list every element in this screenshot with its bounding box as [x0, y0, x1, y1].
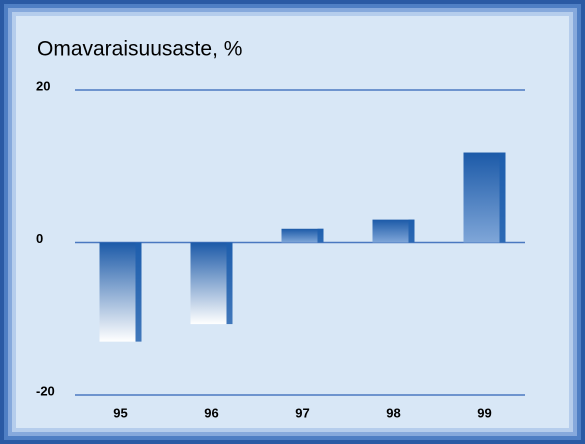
bar [281, 228, 324, 243]
bar [372, 219, 415, 243]
bar-face [463, 152, 506, 243]
bar [190, 242, 233, 325]
x-tick-label: 98 [386, 405, 400, 420]
bar-face [372, 219, 415, 243]
x-tick-label: 97 [295, 405, 309, 420]
bar-side [135, 242, 142, 342]
bar-side [226, 242, 233, 325]
bar-side [317, 228, 324, 243]
x-tick-label: 96 [204, 405, 218, 420]
bar-face [99, 242, 142, 342]
bar [463, 152, 506, 243]
chart-title: Omavaraisuusaste, % [37, 38, 242, 61]
y-tick-label: 0 [36, 231, 43, 246]
bar-face [281, 228, 324, 243]
bar-side [408, 219, 415, 243]
y-tick-label: -20 [36, 383, 55, 398]
bar-side [499, 152, 506, 243]
x-tick-label: 99 [477, 405, 491, 420]
x-tick-label: 95 [113, 405, 127, 420]
bar [99, 242, 142, 342]
bar-face [190, 242, 233, 325]
y-tick-label: 20 [36, 78, 50, 93]
